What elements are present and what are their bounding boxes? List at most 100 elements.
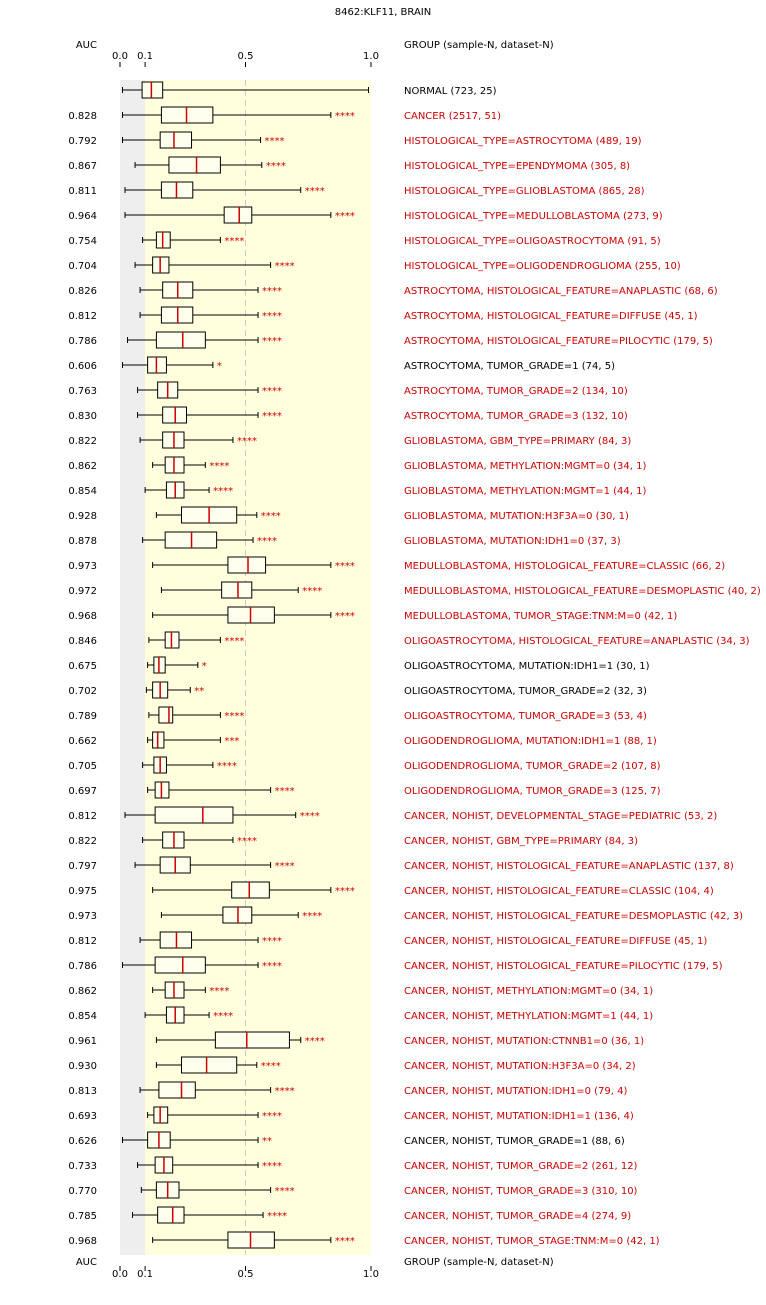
auc-value: 0.973 bbox=[68, 561, 97, 572]
box-row: 0.830 ASTROCYTOMA, TUMOR_GRADE=3 (132, 10… bbox=[68, 406, 628, 424]
significance-stars: ** bbox=[262, 1136, 272, 1147]
significance-stars: **** bbox=[262, 386, 282, 397]
significance-stars: ** bbox=[194, 686, 204, 697]
group-label: GLIOBLASTOMA, METHYLATION:MGMT=0 (34, 1) bbox=[404, 461, 647, 472]
auc-value: 0.697 bbox=[68, 786, 97, 797]
significance-stars: **** bbox=[237, 836, 257, 847]
box-row: 0.854 CANCER, NOHIST, METHYLATION:MGMT=1 … bbox=[68, 1006, 653, 1024]
group-label: MEDULLOBLASTOMA, HISTOLOGICAL_FEATURE=DE… bbox=[404, 586, 761, 597]
auc-value: 0.812 bbox=[68, 936, 97, 947]
box-row: 0.693 CANCER, NOHIST, MUTATION:IDH1=1 (13… bbox=[68, 1106, 634, 1124]
auc-value: 0.733 bbox=[68, 1161, 97, 1172]
iqr-box bbox=[223, 206, 253, 224]
significance-stars: **** bbox=[267, 1211, 287, 1222]
group-label: OLIGOASTROCYTOMA, HISTOLOGICAL_FEATURE=A… bbox=[404, 636, 750, 647]
box-row: 0.705 OLIGODENDROGLIOMA, TUMOR_GRADE=2 (1… bbox=[68, 756, 661, 774]
box-row: 0.975 CANCER, NOHIST, HISTOLOGICAL_FEATUR… bbox=[68, 881, 714, 899]
x-tick-label-bottom-0: 0.0 bbox=[112, 1269, 128, 1280]
auc-value: 0.964 bbox=[68, 211, 97, 222]
group-label: CANCER, NOHIST, MUTATION:IDH1=0 (79, 4) bbox=[404, 1086, 627, 1097]
group-label: CANCER, NOHIST, GBM_TYPE=PRIMARY (84, 3) bbox=[404, 836, 638, 847]
auc-value: 0.813 bbox=[68, 1086, 97, 1097]
box-row: 0.811 HISTOLOGICAL_TYPE=GLIOBLASTOMA (865… bbox=[68, 181, 645, 199]
box-row: 0.606 ASTROCYTOMA, TUMOR_GRADE=1 (74, 5) * bbox=[68, 356, 615, 374]
group-label: CANCER, NOHIST, MUTATION:H3F3A=0 (34, 2) bbox=[404, 1061, 636, 1072]
significance-stars: **** bbox=[209, 461, 229, 472]
box-row: 0.792 HISTOLOGICAL_TYPE=ASTROCYTOMA (489,… bbox=[68, 131, 642, 149]
significance-stars: **** bbox=[302, 911, 322, 922]
group-label: NORMAL (723, 25) bbox=[404, 86, 497, 97]
group-label: OLIGOASTROCYTOMA, MUTATION:IDH1=1 (30, 1… bbox=[404, 661, 650, 672]
group-label: ASTROCYTOMA, HISTOLOGICAL_FEATURE=PILOCY… bbox=[404, 336, 713, 347]
significance-stars: **** bbox=[262, 311, 282, 322]
iqr-box bbox=[159, 131, 193, 149]
box-row: 0.867 HISTOLOGICAL_TYPE=EPENDYMOMA (305, … bbox=[68, 156, 630, 174]
group-header-bottom: GROUP (sample-N, dataset-N) bbox=[404, 1257, 554, 1268]
auc-value: 0.785 bbox=[68, 1211, 97, 1222]
box-row: 0.862 CANCER, NOHIST, METHYLATION:MGMT=0 … bbox=[68, 981, 653, 999]
group-label: OLIGOASTROCYTOMA, TUMOR_GRADE=2 (32, 3) bbox=[404, 686, 647, 697]
box-row: 0.786 CANCER, NOHIST, HISTOLOGICAL_FEATUR… bbox=[68, 956, 723, 974]
box-row: 0.662 OLIGODENDROGLIOMA, MUTATION:IDH1=1 … bbox=[68, 731, 657, 749]
auc-value: 0.662 bbox=[68, 736, 97, 747]
significance-stars: **** bbox=[262, 411, 282, 422]
auc-value: 0.763 bbox=[68, 386, 97, 397]
significance-stars: **** bbox=[262, 336, 282, 347]
group-label: OLIGODENDROGLIOMA, TUMOR_GRADE=2 (107, 8… bbox=[404, 761, 661, 772]
significance-stars: **** bbox=[335, 611, 355, 622]
iqr-box bbox=[158, 1081, 196, 1099]
auc-value: 0.862 bbox=[68, 986, 97, 997]
group-label: GLIOBLASTOMA, MUTATION:IDH1=0 (37, 3) bbox=[404, 536, 621, 547]
group-label: HISTOLOGICAL_TYPE=OLIGOASTROCYTOMA (91, … bbox=[404, 236, 661, 247]
significance-stars: **** bbox=[257, 536, 277, 547]
iqr-box bbox=[214, 1031, 290, 1049]
significance-stars: **** bbox=[305, 186, 325, 197]
auc-value: 0.606 bbox=[68, 361, 97, 372]
auc-value: 0.867 bbox=[68, 161, 97, 172]
group-label: CANCER, NOHIST, METHYLATION:MGMT=0 (34, … bbox=[404, 986, 653, 997]
group-label: ASTROCYTOMA, HISTOLOGICAL_FEATURE=ANAPLA… bbox=[404, 286, 718, 297]
iqr-box bbox=[157, 1206, 185, 1224]
auc-value: 0.830 bbox=[68, 411, 97, 422]
iqr-box bbox=[180, 1056, 238, 1074]
x-axis-bottom: 0.0 0.1 0.5 1.0 bbox=[112, 1266, 379, 1280]
iqr-box bbox=[155, 331, 206, 349]
box-row: 0.846 OLIGOASTROCYTOMA, HISTOLOGICAL_FEAT… bbox=[68, 631, 750, 649]
box-row: 0.968 MEDULLOBLASTOMA, TUMOR_STAGE:TNM:M=… bbox=[68, 606, 677, 624]
significance-stars: **** bbox=[262, 1161, 282, 1172]
x-tick-label-top-1: 0.1 bbox=[137, 51, 153, 62]
box-row: 0.973 CANCER, NOHIST, HISTOLOGICAL_FEATUR… bbox=[68, 906, 743, 924]
yellow-region bbox=[145, 80, 371, 1255]
group-label: HISTOLOGICAL_TYPE=MEDULLOBLASTOMA (273, … bbox=[404, 211, 663, 222]
group-label: CANCER, NOHIST, TUMOR_STAGE:TNM:M=0 (42,… bbox=[404, 1236, 660, 1247]
box-row: 0.626 CANCER, NOHIST, TUMOR_GRADE=1 (88, … bbox=[68, 1131, 625, 1149]
significance-stars: **** bbox=[302, 586, 322, 597]
box-row: 0.812 ASTROCYTOMA, HISTOLOGICAL_FEATURE=D… bbox=[68, 306, 698, 324]
group-label: GLIOBLASTOMA, GBM_TYPE=PRIMARY (84, 3) bbox=[404, 436, 631, 447]
box-row: 0.964 HISTOLOGICAL_TYPE=MEDULLOBLASTOMA (… bbox=[68, 206, 663, 224]
group-label: CANCER, NOHIST, MUTATION:CTNNB1=0 (36, 1… bbox=[404, 1036, 644, 1047]
auc-value: 0.846 bbox=[68, 636, 97, 647]
box-row: 0.763 ASTROCYTOMA, TUMOR_GRADE=2 (134, 10… bbox=[68, 381, 628, 399]
significance-stars: *** bbox=[224, 736, 239, 747]
auc-value: 0.812 bbox=[68, 311, 97, 322]
x-tick-label-bottom-3: 1.0 bbox=[363, 1269, 379, 1280]
group-label: ASTROCYTOMA, TUMOR_GRADE=3 (132, 10) bbox=[404, 411, 628, 422]
auc-value: 0.792 bbox=[68, 136, 97, 147]
auc-value: 0.812 bbox=[68, 811, 97, 822]
significance-stars: **** bbox=[262, 1111, 282, 1122]
significance-stars: **** bbox=[275, 1086, 295, 1097]
box-row: 0.704 HISTOLOGICAL_TYPE=OLIGODENDROGLIOMA… bbox=[68, 256, 681, 274]
auc-value: 0.968 bbox=[68, 1236, 97, 1247]
auc-value: 0.702 bbox=[68, 686, 97, 697]
auc-value: 0.811 bbox=[68, 186, 97, 197]
auc-value: 0.675 bbox=[68, 661, 97, 672]
significance-stars: **** bbox=[237, 436, 257, 447]
iqr-box bbox=[141, 81, 164, 99]
group-label: OLIGODENDROGLIOMA, TUMOR_GRADE=3 (125, 7… bbox=[404, 786, 661, 797]
significance-stars: **** bbox=[224, 711, 244, 722]
x-axis-top: 0.0 0.1 0.5 1.0 bbox=[112, 51, 379, 67]
auc-value: 0.961 bbox=[68, 1036, 97, 1047]
x-tick-label-bottom-2: 0.5 bbox=[238, 1269, 254, 1280]
